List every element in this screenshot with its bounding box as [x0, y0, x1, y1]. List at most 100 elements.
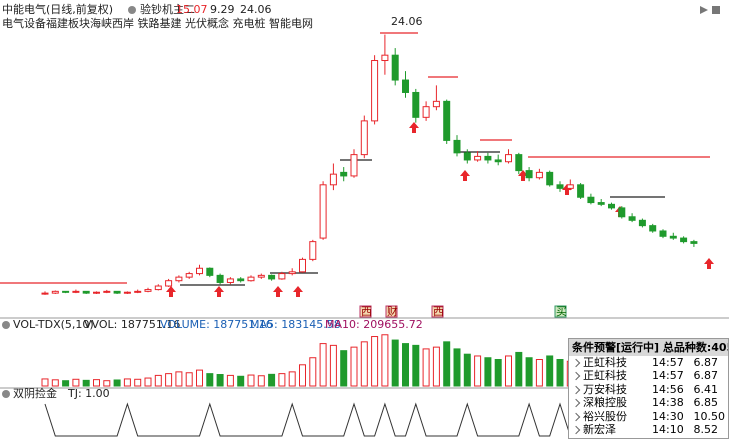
alert-cell: 8.52: [693, 422, 718, 436]
event-tag: 财: [387, 304, 398, 318]
event-tag: 西: [361, 305, 372, 318]
volume-bar: [505, 355, 512, 387]
candle-body: [628, 216, 636, 221]
signal-lines: [0, 32, 710, 286]
candle-body: [597, 202, 605, 205]
event-tag: 西: [433, 305, 444, 318]
vol-legend: VVOL: 187751.16: [84, 318, 180, 331]
candle-body: [134, 290, 142, 293]
candle-body: [41, 292, 49, 295]
candle-body: [340, 171, 348, 177]
alert-cell: 6.85: [693, 396, 718, 410]
candle-body: [638, 219, 646, 227]
volume-bar: [443, 341, 451, 387]
volume-bar: [288, 371, 296, 387]
volume-bar: [175, 371, 183, 387]
candle-body: [680, 237, 688, 243]
alert-cell: 14:38: [652, 396, 684, 410]
event-tag: 买: [556, 305, 567, 318]
candle-body: [618, 207, 626, 218]
candle-body: [535, 171, 543, 179]
candle-body: [206, 267, 214, 276]
volume-bar: [556, 359, 564, 387]
stock-name: 中能电气(日线,前复权): [2, 2, 113, 16]
candle-body: [103, 290, 111, 293]
candle-body: [474, 155, 482, 161]
alert-cell: 10.50: [693, 409, 725, 423]
volume-bar: [51, 379, 59, 387]
alert-cell: 正虹科技: [583, 369, 627, 383]
candle-body: [268, 274, 276, 280]
candle-body: [443, 100, 451, 141]
candle-body: [608, 203, 615, 209]
volume-bar: [299, 364, 306, 387]
volume-bar: [41, 378, 49, 387]
vol-legend: MA10: 209655.72: [325, 318, 423, 331]
current-price: 15.07: [176, 3, 208, 16]
candle-body: [247, 276, 255, 282]
candle-body: [505, 154, 512, 163]
volume-bar: [494, 359, 502, 387]
volume-bar: [206, 373, 214, 387]
volume-bar: [340, 350, 348, 387]
volume-bar: [154, 374, 162, 387]
candle-body: [309, 241, 317, 260]
candle-body: [432, 100, 440, 108]
alert-title: 条件预警[运行中] 总品种数:405 条数:: [569, 339, 728, 356]
volume-bar: [525, 357, 533, 387]
volume-bar: [360, 341, 368, 387]
candle-body: [350, 154, 358, 177]
alert-row[interactable]: 万安科技 14:56 6.41: [569, 383, 728, 396]
volume-bar: [165, 373, 173, 387]
candle-body: [237, 278, 245, 282]
volume-bar: [144, 377, 152, 387]
volume-bar: [402, 343, 409, 387]
alert-cell: 14:10: [652, 422, 684, 436]
alert-row[interactable]: 新宏泽 14:10 8.52: [569, 423, 728, 436]
candle-body: [196, 267, 203, 275]
candle-body: [360, 120, 368, 156]
alert-cell: 正虹科技: [583, 356, 627, 369]
volume-bar: [319, 343, 327, 387]
event-tag-box: [385, 305, 398, 318]
alert-panel[interactable]: 条件预警[运行中] 总品种数:405 条数: 正虹科技14:576.87正虹科技…: [568, 338, 729, 439]
window-controls[interactable]: [700, 6, 720, 14]
volume-bar: [381, 334, 389, 387]
alert-row[interactable]: 裕兴股份 14:30 10.50: [569, 410, 728, 423]
volume-bar: [453, 348, 461, 387]
volume-bar: [546, 355, 554, 387]
candle-body: [371, 60, 379, 122]
volume-bar: [134, 378, 142, 387]
candle-body: [299, 258, 306, 273]
volume-bar: [474, 355, 482, 387]
high-price: 24.06: [240, 3, 272, 16]
alert-cell: 新宏泽: [583, 422, 616, 436]
candle-body: [216, 274, 224, 283]
candle-body: [690, 241, 698, 244]
alert-row[interactable]: 正虹科技 14:57 6.87: [569, 369, 728, 382]
candle-body: [257, 274, 265, 278]
alert-row[interactable]: 深粮控股 14:38 6.85: [569, 396, 728, 409]
volume-bar: [463, 353, 471, 387]
candle-body: [123, 291, 131, 294]
candle-body: [154, 285, 162, 291]
volume-bar: [391, 339, 399, 387]
volume-bar: [93, 379, 100, 387]
event-tag-box: [554, 305, 567, 318]
event-tags: 西 财 西 买: [359, 304, 567, 318]
alert-cell: 6.41: [693, 382, 718, 396]
candle-body: [577, 184, 585, 198]
sector-tags: 电气设备福建板块海峡西岸 铁路基建 光伏概念 充电桩 智能电网: [2, 16, 313, 30]
volume-bar: [432, 346, 440, 387]
candle-body: [288, 271, 296, 275]
volume-bar: [515, 351, 523, 387]
candle-body: [669, 235, 677, 239]
candle-body: [62, 290, 70, 293]
candle-body: [113, 290, 121, 294]
alert-row[interactable]: 正虹科技 14:57 6.87: [569, 356, 728, 369]
indicator-icon: [128, 6, 136, 14]
high-label: 24.06: [391, 15, 423, 28]
tj-legend: TJ: 1.00: [67, 387, 110, 400]
alert-cell: 14:30: [652, 409, 684, 423]
